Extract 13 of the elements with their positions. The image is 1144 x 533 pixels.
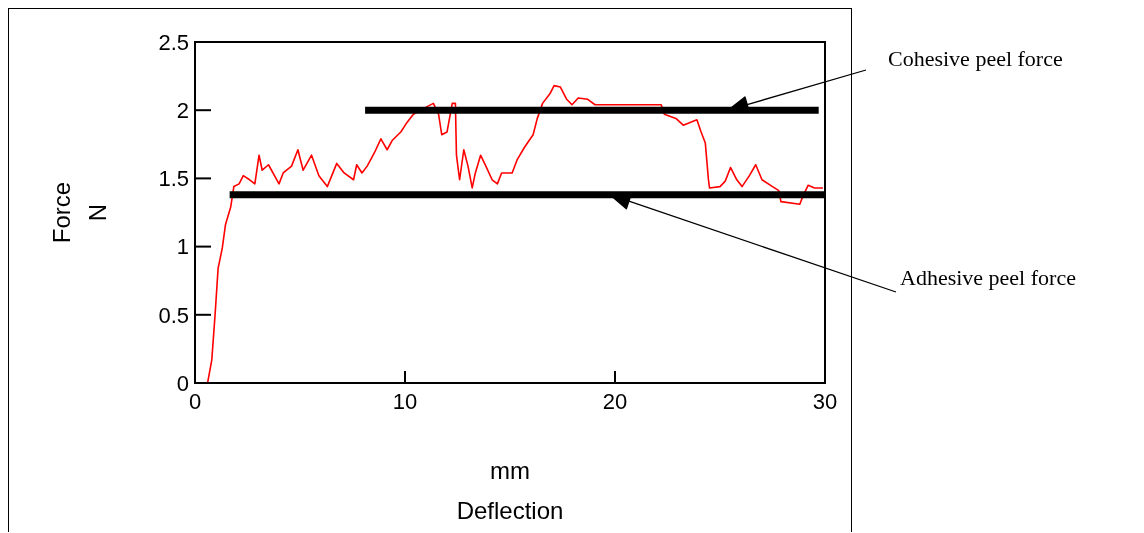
x-tick-label: 30 bbox=[812, 388, 838, 414]
y-tick-label: 2 bbox=[176, 98, 189, 124]
x-tick-label: 10 bbox=[392, 388, 418, 414]
text: Cohesive peel force bbox=[888, 46, 1063, 71]
y-tick-label: 0 bbox=[176, 370, 189, 396]
y-tick-label: 0.5 bbox=[158, 302, 189, 328]
y-tick-label: 1.5 bbox=[158, 166, 189, 192]
text: Adhesive peel force bbox=[900, 265, 1076, 290]
y-tick-label: 2.5 bbox=[158, 29, 189, 55]
x-tick-label: 20 bbox=[602, 388, 628, 414]
y-tick-label: 1 bbox=[176, 234, 189, 260]
x-axis-title: mm Deflection bbox=[456, 457, 564, 524]
y-axis-title: Force N bbox=[48, 181, 111, 244]
